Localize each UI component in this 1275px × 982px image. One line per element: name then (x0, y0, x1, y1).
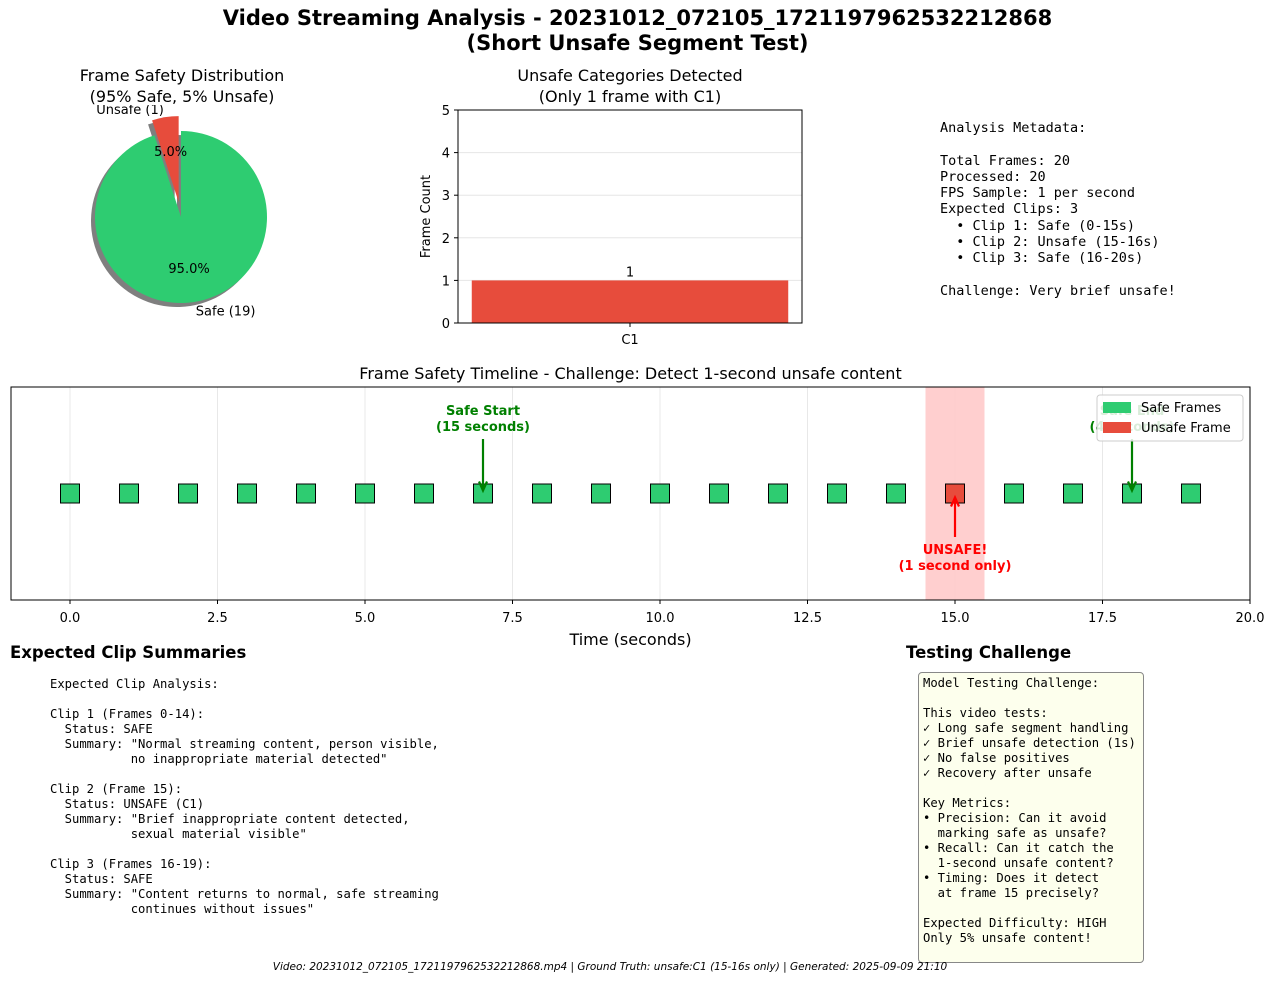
bar-y-tick-label: 0 (442, 317, 450, 332)
timeline-x-axis-label: Time (seconds) (568, 630, 691, 649)
testing-challenge-heading: Testing Challenge (906, 643, 1072, 662)
bar-data-label: 1 (626, 265, 634, 280)
safe-frame-marker (414, 483, 434, 504)
safe-frame-marker (1181, 483, 1201, 504)
legend-swatch (1103, 422, 1131, 433)
safe-frame-marker (827, 483, 847, 504)
safe-frame-marker (768, 483, 788, 504)
bar-y-tick-label: 2 (442, 232, 450, 247)
timeline-title: Frame Safety Timeline - Challenge: Detec… (359, 364, 902, 383)
bar-y-tick-label: 1 (442, 274, 450, 289)
bar-y-tick-label: 5 (442, 104, 450, 119)
pie-chart-title: Frame Safety Distribution (95% Safe, 5% … (79, 66, 285, 106)
safe-frame-marker (1063, 483, 1083, 504)
timeline-annotation: Safe Start (15 seconds) (436, 404, 530, 435)
timeline-x-tick-label: 10.0 (646, 611, 675, 626)
bar-y-axis-label: Frame Count (419, 175, 434, 258)
pie-slice-safe (95, 131, 267, 303)
pie-slice-label: Safe (19) (196, 304, 256, 319)
safe-frame-marker (591, 483, 611, 504)
timeline-x-tick-label: 2.5 (207, 611, 228, 626)
timeline-x-tick-label: 20.0 (1236, 611, 1265, 626)
safe-frame-marker (886, 483, 906, 504)
safe-frame-marker (532, 483, 552, 504)
timeline-chart: Safe Start (15 seconds) UNSAFE! (1 second o… (10, 386, 1265, 649)
timeline-legend (1096, 394, 1244, 442)
testing-challenge-text: Model Testing Challenge: This video test… (923, 676, 1136, 945)
annotation-arrowhead (949, 494, 961, 507)
bar-chart: 1 C1 0 1 2 3 4 5 Frame Count (419, 104, 803, 348)
annotation-arrowhead (1126, 481, 1138, 494)
safe-frame-marker (650, 483, 670, 504)
legend-entry-label: Unsafe Frame (1141, 421, 1231, 436)
legend-entry-label: Safe Frames (1141, 401, 1221, 416)
safe-frame-marker (296, 483, 316, 504)
bar-y-tick-label: 3 (442, 189, 450, 204)
bar-chart-title: Unsafe Categories Detected (Only 1 frame… (517, 66, 743, 106)
safe-frame-marker (178, 483, 198, 504)
clip-summaries-heading: Expected Clip Summaries (10, 643, 247, 662)
legend-swatch (1103, 402, 1131, 413)
timeline-x-tick-label: 0.0 (60, 611, 81, 626)
bar-x-tick-label: C1 (621, 333, 638, 348)
bar-y-tick-label: 4 (442, 147, 450, 162)
safe-frame-marker (237, 483, 257, 504)
safe-frame-marker (119, 483, 139, 504)
safe-frame-marker (709, 483, 729, 504)
timeline-x-tick-label: 17.5 (1088, 611, 1117, 626)
page-title: Video Streaming Analysis - 20231012_0721… (222, 6, 1053, 55)
bar-axes-frame (457, 109, 803, 324)
timeline-x-tick-label: 15.0 (941, 611, 970, 626)
safe-frame-marker (60, 483, 80, 504)
pie-chart: 95.0% Safe (19) 5.0% Unsafe (1) (91, 105, 267, 319)
footer-caption: Video: 20231012_072105_17211979625322128… (272, 961, 948, 973)
timeline-annotation: UNSAFE! (1 second only) (899, 543, 1012, 574)
timeline-x-tick-label: 12.5 (793, 611, 822, 626)
safe-frame-marker (1004, 483, 1024, 504)
bar-C1 (471, 280, 789, 323)
pie-pct-label: 95.0% (168, 262, 209, 277)
timeline-x-tick-label: 5.0 (355, 611, 376, 626)
pie-slice-label: Unsafe (1) (96, 105, 164, 118)
timeline-x-tick-label: 7.5 (502, 611, 523, 626)
clip-summaries-text: Expected Clip Analysis: Clip 1 (Frames 0… (50, 677, 439, 916)
analysis-metadata-text: Analysis Metadata: Total Frames: 20 Proc… (940, 120, 1176, 299)
pie-pct-label: 5.0% (154, 145, 187, 160)
testing-challenge-box: Model Testing Challenge: This video test… (918, 672, 1144, 963)
timeline-axes-frame (10, 386, 1251, 601)
pie-slice-unsafe (152, 116, 179, 203)
annotation-arrowhead (477, 481, 489, 494)
safe-frame-marker (355, 483, 375, 504)
